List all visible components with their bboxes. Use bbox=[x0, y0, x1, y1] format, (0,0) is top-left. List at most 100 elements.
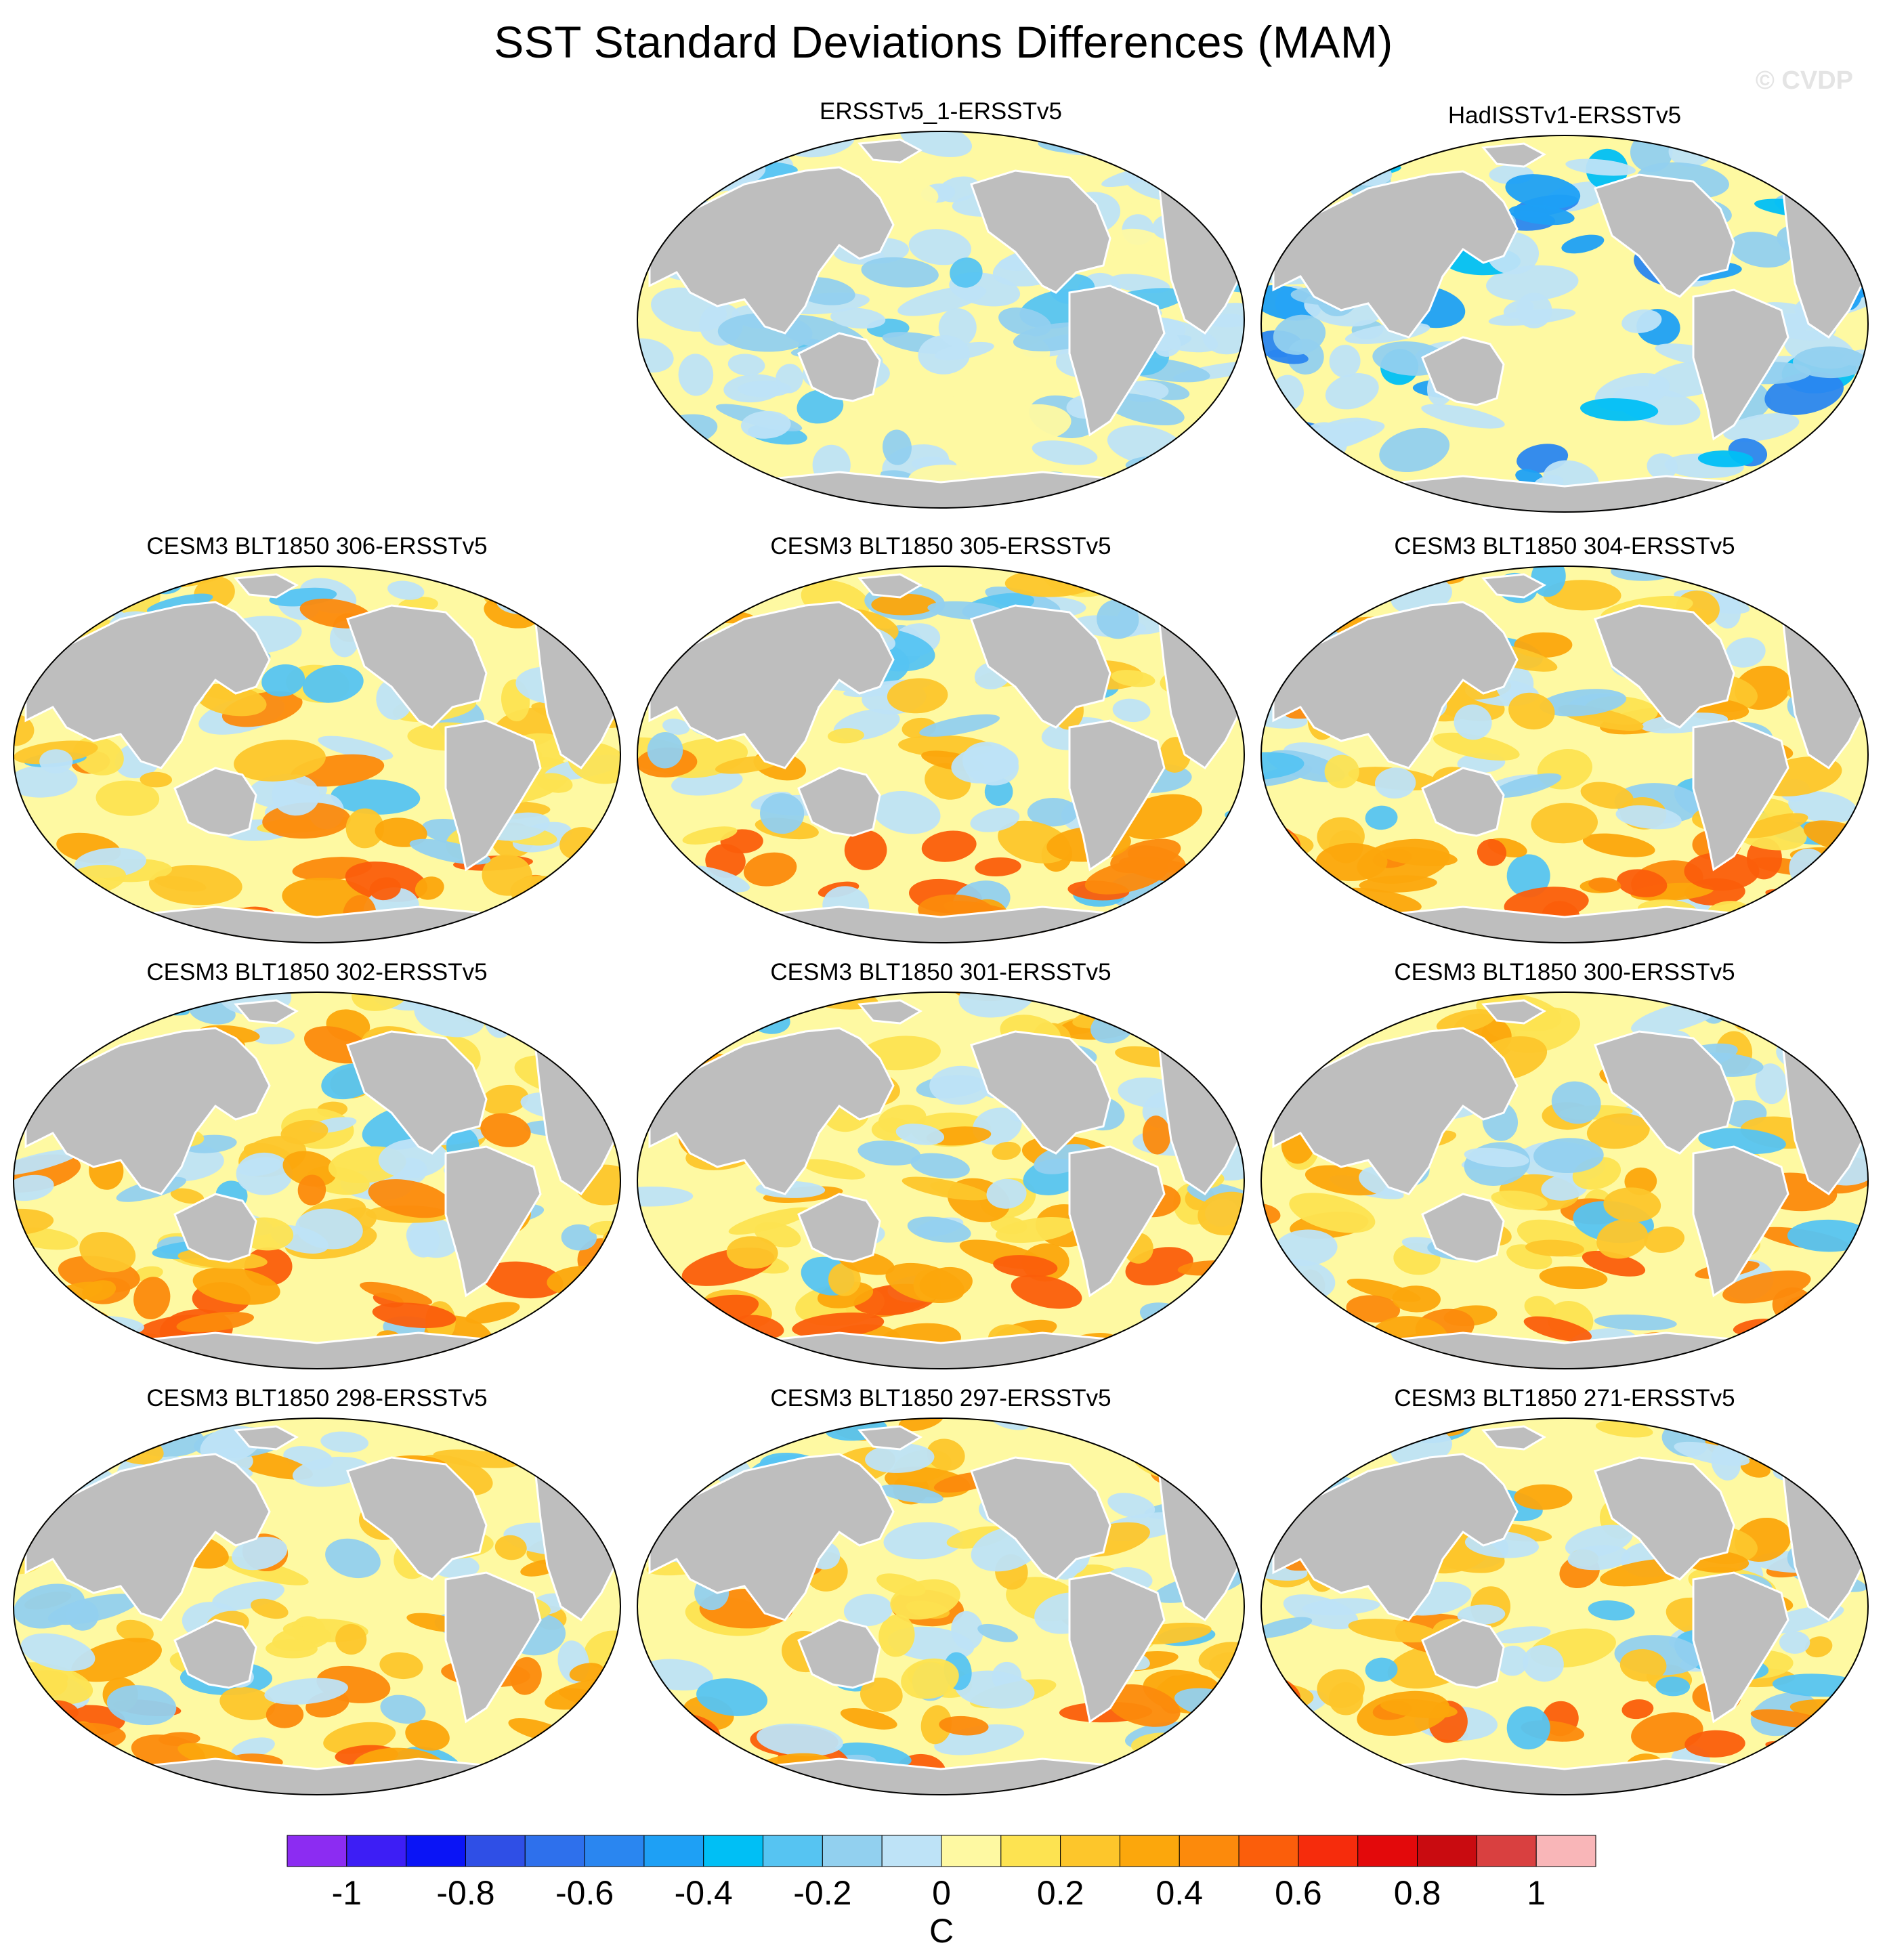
land-mass bbox=[173, 1193, 257, 1263]
world-map bbox=[13, 1418, 621, 1795]
map-border bbox=[1260, 135, 1869, 513]
map-border bbox=[1260, 992, 1869, 1369]
land-mass bbox=[1692, 1571, 1789, 1724]
land-mass bbox=[1481, 142, 1547, 168]
colorbar-tick-label: 0 bbox=[932, 1874, 951, 1912]
colorbar-box bbox=[1535, 1835, 1596, 1867]
land-mass bbox=[234, 999, 299, 1025]
land-mass bbox=[1481, 1425, 1547, 1451]
colorbar-tick-label: 0.4 bbox=[1156, 1874, 1204, 1912]
world-map bbox=[13, 566, 621, 943]
land-mass bbox=[648, 601, 895, 769]
land-mass bbox=[857, 138, 923, 164]
panel-title: CESM3 BLT1850 300-ERSSTv5 bbox=[1394, 959, 1735, 985]
land-mass bbox=[1594, 1456, 1735, 1581]
land-mass bbox=[234, 573, 299, 599]
land-mass bbox=[346, 604, 488, 729]
land-mass bbox=[797, 332, 881, 402]
land-mass bbox=[173, 767, 257, 837]
land-mass bbox=[1272, 601, 1519, 769]
map-field bbox=[1260, 135, 1869, 513]
colorbar-tick-label: 1 bbox=[1527, 1874, 1546, 1912]
colorbar-box bbox=[1179, 1835, 1239, 1867]
world-map bbox=[1260, 566, 1869, 943]
panel-title: CESM3 BLT1850 297-ERSSTv5 bbox=[770, 1385, 1111, 1411]
land-mass bbox=[1594, 173, 1735, 298]
land-mass bbox=[346, 1030, 488, 1155]
land-mass bbox=[857, 573, 923, 599]
colorbar-tick-label: -0.6 bbox=[555, 1874, 614, 1912]
land-mass bbox=[1068, 1571, 1166, 1724]
colorbar-box bbox=[822, 1835, 883, 1867]
land-mass bbox=[797, 1193, 881, 1263]
colorbar-unit: C bbox=[929, 1912, 954, 1950]
land-mass bbox=[1068, 284, 1166, 437]
colorbar-box bbox=[1298, 1835, 1359, 1867]
land-mass bbox=[797, 1619, 881, 1689]
land-mass bbox=[797, 767, 881, 837]
world-map bbox=[1260, 992, 1869, 1369]
colorbar-tick-label: -1 bbox=[332, 1874, 362, 1912]
colorbar-box bbox=[287, 1835, 347, 1867]
land-mass bbox=[1692, 1145, 1789, 1298]
map-border bbox=[637, 566, 1245, 943]
colorbar-box bbox=[346, 1835, 407, 1867]
figure-title: SST Standard Deviations Differences (MAM… bbox=[494, 17, 1393, 67]
land-mass bbox=[1421, 1619, 1505, 1689]
colorbar-box bbox=[1119, 1835, 1180, 1867]
map-border bbox=[637, 1418, 1245, 1795]
land-mass bbox=[648, 1027, 895, 1195]
colorbar-box bbox=[1357, 1835, 1418, 1867]
panel-title: CESM3 BLT1850 305-ERSSTv5 bbox=[770, 533, 1111, 559]
world-map bbox=[637, 131, 1245, 509]
map-field bbox=[1260, 566, 1869, 943]
land-mass bbox=[444, 719, 542, 872]
world-map bbox=[1260, 135, 1869, 513]
map-field bbox=[637, 1418, 1245, 1795]
land-mass bbox=[444, 1145, 542, 1298]
colorbar-box bbox=[465, 1835, 526, 1867]
land-mass bbox=[970, 169, 1111, 294]
map-border bbox=[1260, 566, 1869, 943]
land-mass bbox=[1421, 336, 1505, 406]
panel-title: HadISSTv1-ERSSTv5 bbox=[1447, 102, 1682, 129]
colorbar-box bbox=[406, 1835, 466, 1867]
land-mass bbox=[1421, 767, 1505, 837]
land-mass bbox=[1594, 1030, 1735, 1155]
colorbar-box bbox=[703, 1835, 764, 1867]
map-field bbox=[637, 566, 1245, 943]
world-map bbox=[637, 1418, 1245, 1795]
colorbar-tick-label: 0.8 bbox=[1394, 1874, 1441, 1912]
land-mass bbox=[1692, 289, 1789, 441]
land-mass bbox=[1272, 170, 1519, 339]
watermark: © CVDP bbox=[1755, 66, 1853, 95]
map-border bbox=[637, 992, 1245, 1369]
colorbar-tick-label: -0.4 bbox=[675, 1874, 733, 1912]
colorbar-box bbox=[941, 1835, 1002, 1867]
land-mass bbox=[970, 1030, 1111, 1155]
map-field bbox=[637, 992, 1245, 1369]
panel-title: CESM3 BLT1850 302-ERSSTv5 bbox=[146, 959, 488, 985]
land-mass bbox=[648, 166, 895, 335]
map-border bbox=[13, 566, 621, 943]
land-mass bbox=[648, 1453, 895, 1621]
land-mass bbox=[1272, 1453, 1519, 1621]
map-border bbox=[13, 992, 621, 1369]
land-mass bbox=[1421, 1193, 1505, 1263]
map-border bbox=[1260, 1418, 1869, 1795]
colorbar-box bbox=[1060, 1835, 1120, 1867]
map-field bbox=[13, 566, 621, 943]
land-mass bbox=[234, 1425, 299, 1451]
land-mass bbox=[1594, 604, 1735, 729]
land-mass bbox=[173, 1619, 257, 1689]
land-mass bbox=[24, 1027, 271, 1195]
land-mass bbox=[1692, 719, 1789, 872]
colorbar-box bbox=[1238, 1835, 1299, 1867]
colorbar-box bbox=[1476, 1835, 1537, 1867]
land-mass bbox=[857, 1425, 923, 1451]
land-mass bbox=[346, 1456, 488, 1581]
map-field bbox=[1260, 1418, 1869, 1795]
colorbar-tick-label: 0.6 bbox=[1275, 1874, 1322, 1912]
colorbar-box bbox=[1000, 1835, 1061, 1867]
panel-title: CESM3 BLT1850 298-ERSSTv5 bbox=[146, 1385, 488, 1411]
